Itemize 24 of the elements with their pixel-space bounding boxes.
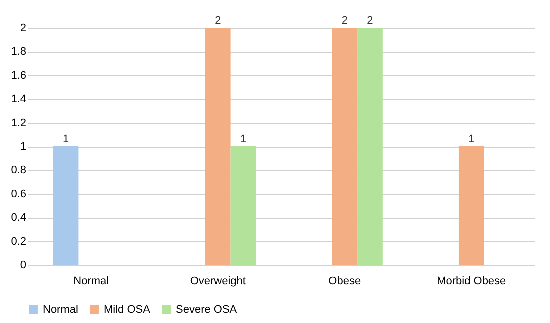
data-label: 2	[342, 15, 348, 27]
y-tick-label: 0	[20, 260, 26, 272]
x-tick-label: Obese	[328, 276, 362, 288]
y-tick-label: 1.2	[11, 117, 26, 130]
legend-label: Normal	[43, 304, 78, 316]
data-label: 1	[240, 134, 247, 146]
y-tick-label: 1.6	[11, 70, 26, 82]
data-label: 1	[468, 134, 475, 146]
y-tick-label: 1	[20, 141, 26, 153]
y-tick-label: 0.6	[11, 188, 26, 200]
legend-label: Mild OSA	[104, 304, 152, 316]
y-tick-label: 1.4	[11, 94, 26, 106]
legend-label: Severe OSA	[176, 304, 238, 316]
y-tick-label: 1.8	[11, 46, 26, 58]
x-tick-label: Morbid Obese	[437, 276, 506, 288]
y-tick-label: 0.4	[11, 212, 26, 224]
y-tick-label: 0.8	[11, 164, 26, 177]
y-tick-label: 2	[20, 22, 26, 34]
y-tick-label: 0.2	[11, 236, 26, 248]
x-tick-label: Overweight	[190, 276, 246, 288]
data-label: 2	[367, 15, 374, 27]
x-tick-label: Normal	[74, 276, 110, 288]
data-label: 1	[62, 134, 70, 146]
data-label: 2	[215, 15, 222, 27]
